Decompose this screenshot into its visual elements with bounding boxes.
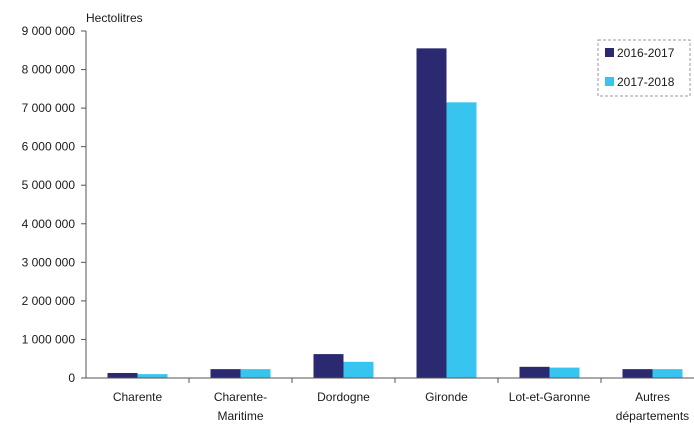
x-tick-label: Charente-Maritime [214,390,267,423]
bar-2016-2017-5 [622,369,653,378]
legend: 2016-2017 2017-2018 [597,39,691,97]
x-tick-label: Charente [113,390,163,404]
y-tick-label: 9 000 000 [22,24,76,38]
bars [107,48,683,379]
y-axis-title: Hectolitres [86,11,143,25]
legend-frame [597,39,691,97]
bar-2017-2018-3 [446,102,477,379]
x-tick-label: Lot-et-Garonne [509,390,591,404]
legend-label-2016-2017: 2016-2017 [617,46,675,60]
x-tick-label: Gironde [425,390,468,404]
bar-2017-2018-4 [549,367,580,378]
bar-2016-2017-1 [210,369,241,378]
x-tick-label: Autres départements [616,390,689,423]
bar-2016-2017-0 [107,372,138,378]
bar-2017-2018-5 [652,369,683,378]
y-tick-label: 1 000 000 [22,332,76,346]
bar-2016-2017-4 [519,366,550,378]
x-axis: Charente Charente-Maritime Dordogne Gironde… [86,377,694,423]
legend-label-2017-2018: 2017-2018 [617,75,675,89]
bar-2016-2017-2 [313,354,344,378]
y-tick-label: 6 000 000 [22,140,76,154]
y-tick-label: 2 000 000 [22,294,76,308]
bar-2017-2018-0 [137,374,168,378]
y-tick-label: 5 000 000 [22,178,76,192]
legend-swatch-2017-2018 [605,77,614,86]
y-tick-label: 7 000 000 [22,101,76,115]
legend-swatch-2016-2017 [605,48,614,57]
y-tick-label: 4 000 000 [22,217,76,231]
y-axis: 0 1 000 000 2 000 000 3 000 000 4 000 000 5 0… [22,24,87,385]
y-tick-label: 0 [68,371,75,385]
bar-2016-2017-3 [416,48,447,378]
x-tick-label: Dordogne [317,390,370,404]
y-tick-label: 3 000 000 [22,255,76,269]
bar-2017-2018-2 [343,361,374,378]
y-tick-label: 8 000 000 [22,63,76,77]
bar-2017-2018-1 [240,369,271,378]
